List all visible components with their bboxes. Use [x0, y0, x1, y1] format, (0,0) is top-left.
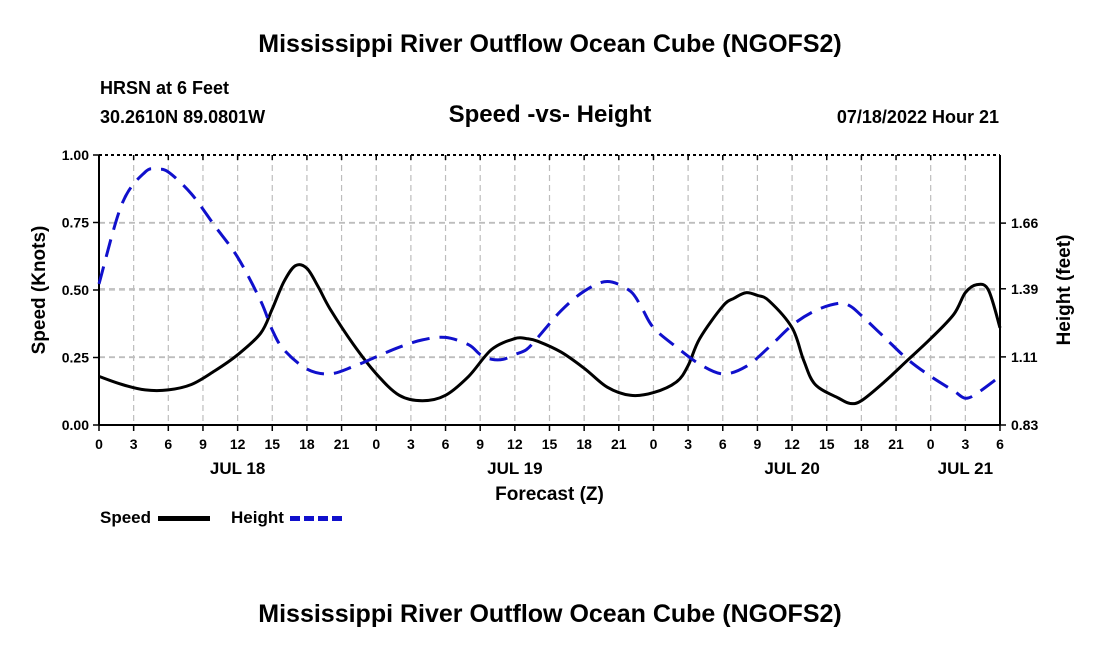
y-tick-label-right: 1.39: [1011, 281, 1038, 297]
legend-speed-label: Speed: [100, 508, 152, 527]
x-tick-label: 12: [507, 436, 523, 452]
x-tick-label: 0: [372, 436, 380, 452]
x-tick-label: 12: [784, 436, 800, 452]
legend-speed: Speed: [100, 508, 210, 528]
x-tick-label: 21: [888, 436, 904, 452]
x-date-label: JUL 18: [210, 459, 265, 478]
legend-height: Height: [231, 508, 342, 528]
x-tick-label: 15: [542, 436, 558, 452]
x-tick-label: 0: [927, 436, 935, 452]
x-tick-label: 9: [476, 436, 484, 452]
x-tick-label: 3: [130, 436, 138, 452]
grid: [99, 155, 1000, 425]
x-tick-label: 3: [407, 436, 415, 452]
y-axis-title-right: Height (feet): [1054, 235, 1075, 346]
x-tick-label: 6: [164, 436, 172, 452]
x-tick-label: 3: [961, 436, 969, 452]
x-tick-label: 21: [611, 436, 627, 452]
x-tick-label: 15: [264, 436, 280, 452]
x-tick-label: 9: [754, 436, 762, 452]
y-axis-title-left: Speed (Knots): [29, 226, 50, 355]
series-line-speed: [98, 263, 1002, 406]
x-tick-label: 6: [442, 436, 450, 452]
x-tick-label: 15: [819, 436, 835, 452]
footer-title: Mississippi River Outflow Ocean Cube (NG…: [258, 600, 842, 628]
x-tick-label: 21: [334, 436, 350, 452]
x-tick-label: 12: [230, 436, 246, 452]
x-axis-title: Forecast (Z): [495, 484, 604, 505]
x-date-label: JUL 20: [764, 459, 819, 478]
y-tick-label-left: 0.25: [62, 350, 89, 366]
y-tick-label-right: 1.66: [1011, 215, 1038, 231]
axis-labels: 0 3 6 9 12 15 18 21 0 3 6 9 12 15 18 21 0 3 6 9 12 15 18 21 0 3 6J…: [29, 147, 1075, 505]
x-date-label: JUL 21: [938, 459, 993, 478]
chart-subtitle: Speed -vs- Height: [448, 101, 652, 128]
x-tick-label: 6: [996, 436, 1004, 452]
y-tick-label-left: 0.50: [62, 282, 89, 298]
legend-speed-swatch: [157, 516, 210, 522]
x-tick-label: 6: [719, 436, 727, 452]
y-tick-label-left: 0.75: [62, 215, 89, 231]
x-tick-label: 3: [684, 436, 692, 452]
axes: [93, 154, 1006, 431]
y-tick-label-right: 0.83: [1011, 417, 1038, 433]
station-label: HRSN at 6 Feet: [100, 78, 230, 98]
series-lines: [97, 167, 1002, 406]
location-label: 30.2610N 89.0801W: [100, 107, 266, 127]
legend-height-swatch: [289, 516, 342, 522]
x-tick-label: 0: [95, 436, 103, 452]
x-tick-label: 0: [650, 436, 658, 452]
series-line-height: [97, 167, 1001, 400]
chart-title: Mississippi River Outflow Ocean Cube (NG…: [258, 30, 842, 58]
y-tick-label-left: 1.00: [62, 147, 89, 163]
x-date-label: JUL 19: [487, 459, 542, 478]
forecast-datetime: 07/18/2022 Hour 21: [836, 107, 999, 127]
y-tick-label-right: 1.11: [1011, 349, 1038, 365]
x-tick-label: 18: [576, 436, 592, 452]
x-tick-label: 18: [854, 436, 870, 452]
x-tick-label: 9: [199, 436, 207, 452]
legend-height-label: Height: [231, 508, 284, 527]
x-tick-label: 18: [299, 436, 315, 452]
y-tick-label-left: 0.00: [62, 417, 89, 433]
